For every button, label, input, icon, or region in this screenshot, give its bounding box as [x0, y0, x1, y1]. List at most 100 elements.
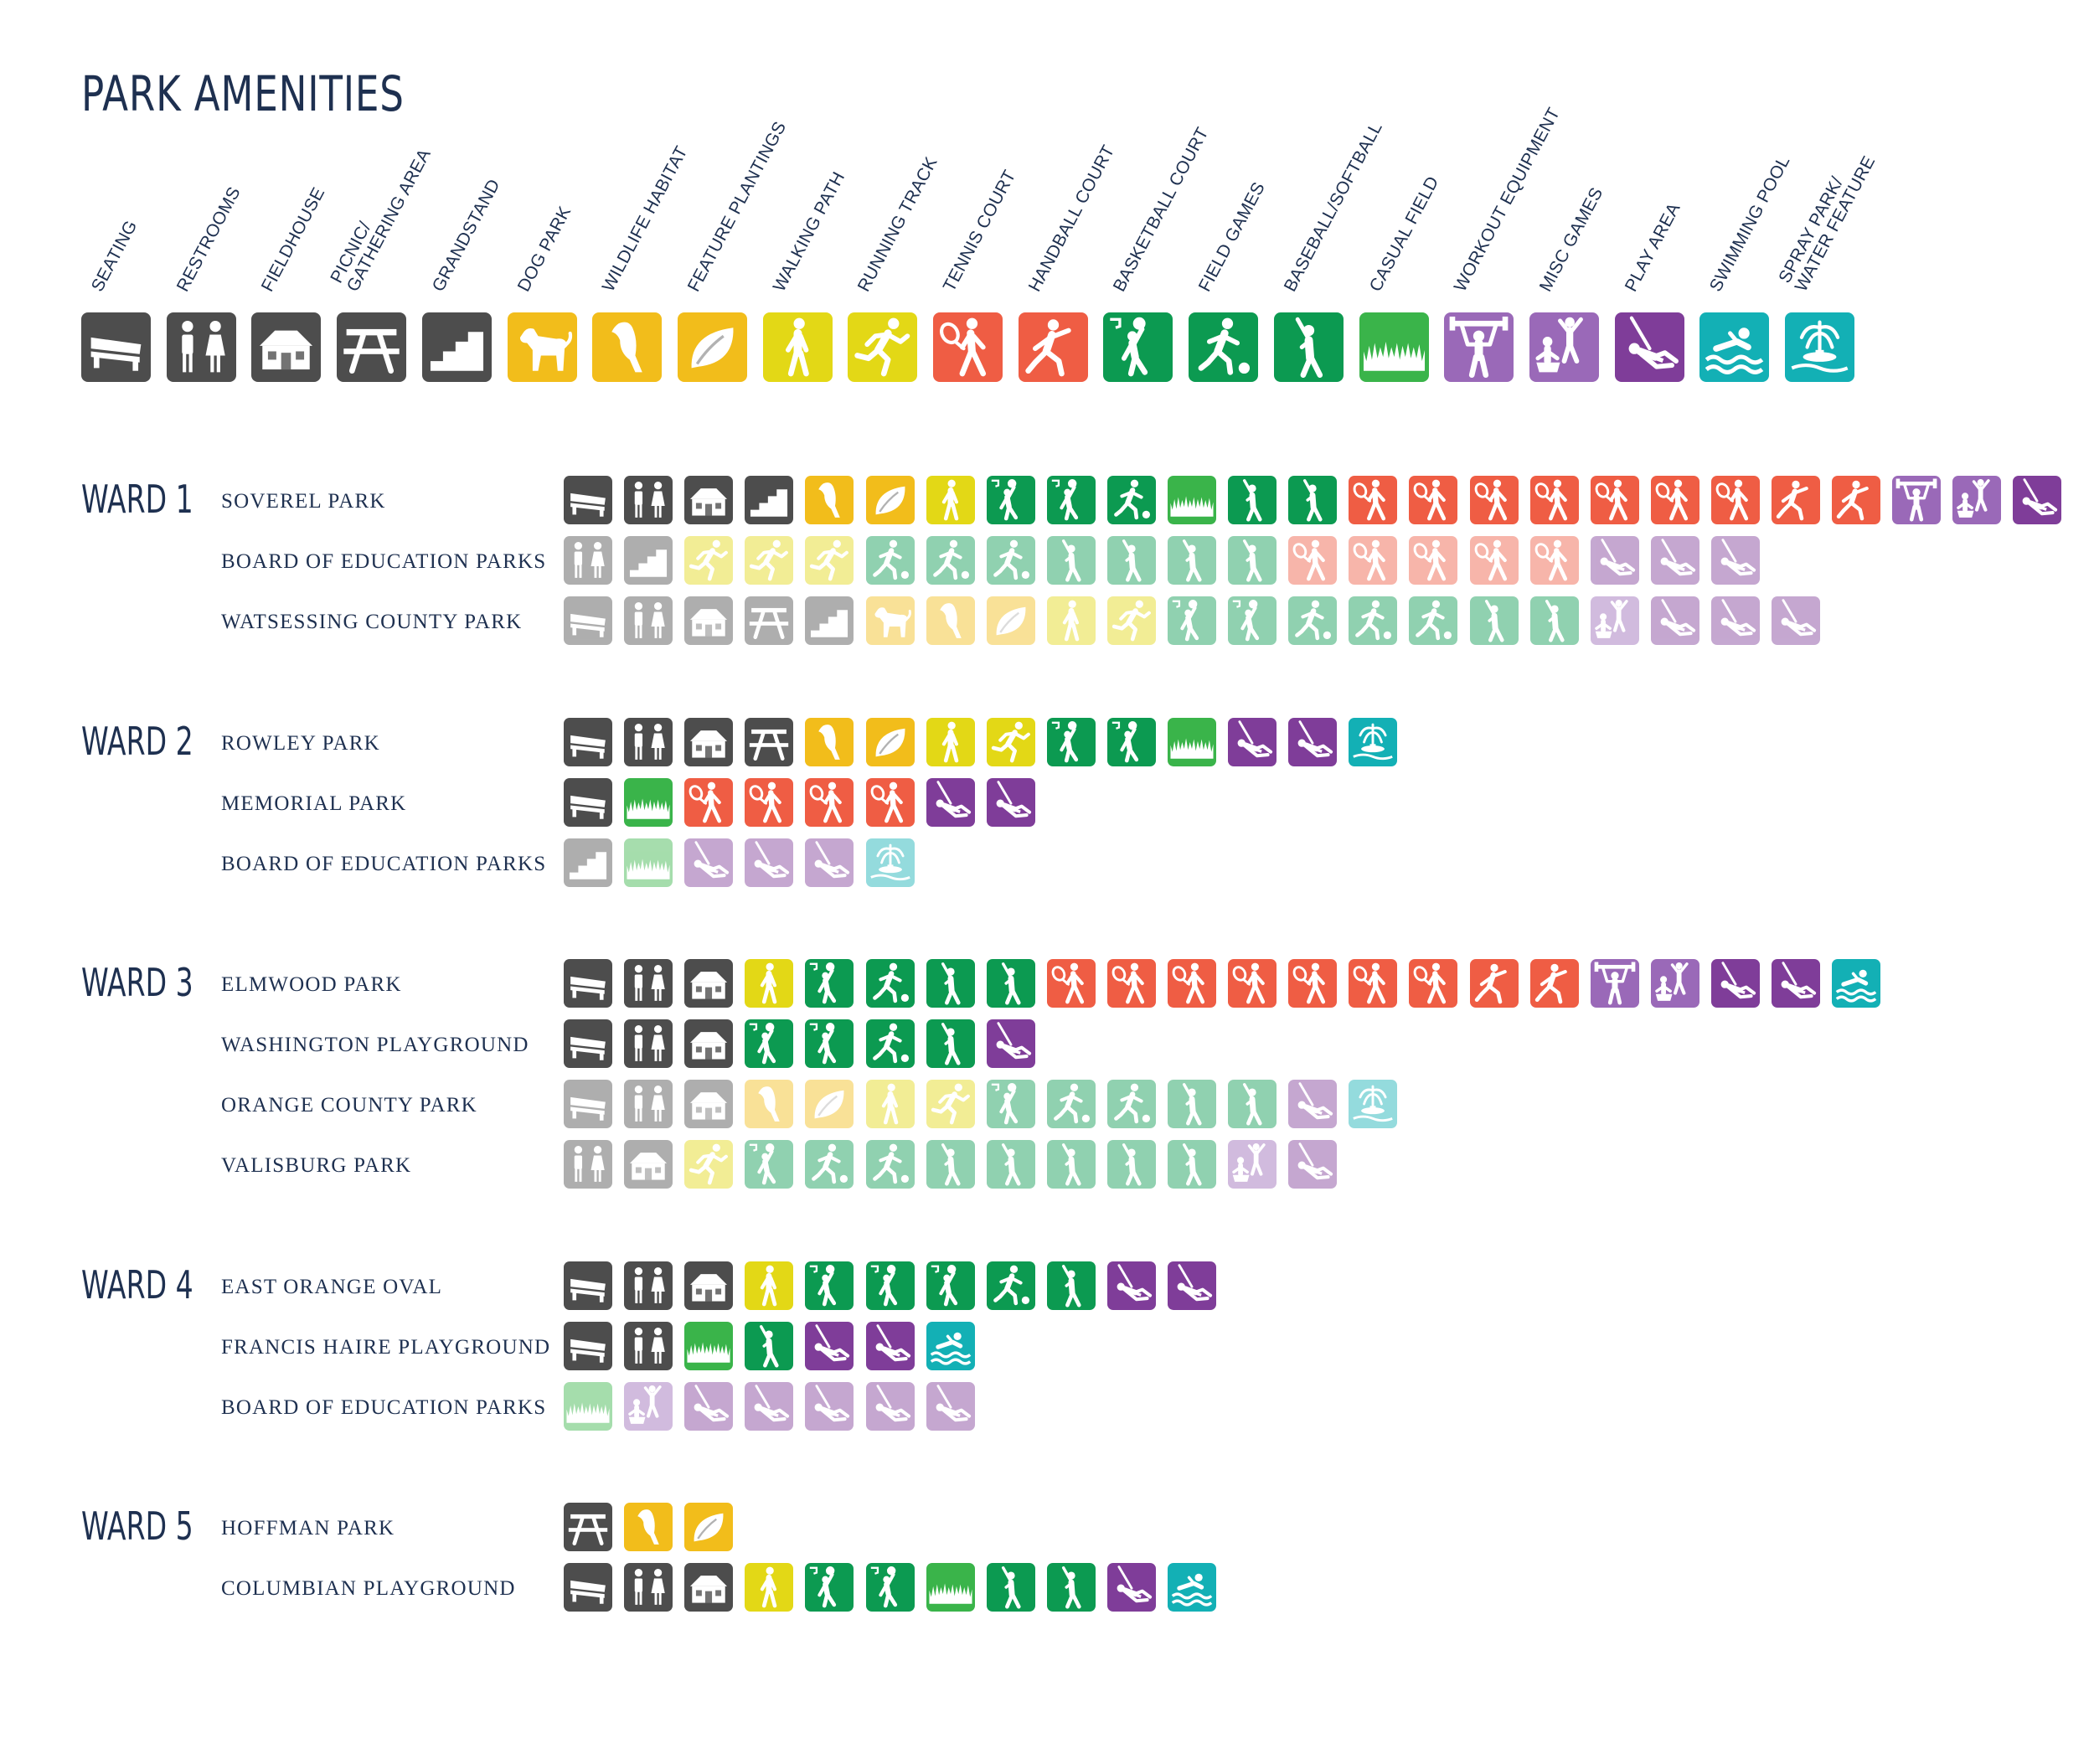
restroom-icon [564, 1140, 612, 1189]
amenity-label-baseball: BASEBALL/SOFTBALL [1280, 118, 1386, 295]
park-name: ELMWOOD PARK [221, 973, 402, 996]
basketball-icon [1047, 476, 1096, 524]
batter-icon [1530, 596, 1579, 645]
batter-icon [1107, 536, 1156, 585]
swing-icon [866, 1382, 915, 1431]
swimmer-icon [1832, 959, 1880, 1008]
basketball-icon [805, 1261, 854, 1310]
ward-label: WARD 5 [81, 1504, 193, 1549]
fountain-icon [1349, 1080, 1397, 1128]
swing-icon [745, 1382, 793, 1431]
tennis-icon [805, 778, 854, 827]
runner-icon [848, 312, 917, 382]
leaf-icon [678, 312, 747, 382]
bench-icon [564, 778, 612, 827]
walker-icon [745, 959, 793, 1008]
swing-icon [1288, 1140, 1337, 1189]
amenity-label-fieldhouse: FIELDHOUSE [257, 184, 329, 295]
batter-icon [987, 959, 1035, 1008]
grass-icon [1168, 476, 1216, 524]
tennis-icon [866, 778, 915, 827]
restroom-icon [624, 1322, 673, 1370]
soccer-icon [866, 536, 915, 585]
fieldhouse-icon [624, 1140, 673, 1189]
bench-icon [564, 476, 612, 524]
swing-icon [1711, 596, 1760, 645]
swing-icon [1711, 959, 1760, 1008]
runner-icon [684, 1140, 733, 1189]
misc-games-icon [1591, 596, 1639, 645]
bench-icon [564, 1080, 612, 1128]
soccer-icon [926, 536, 975, 585]
park-name: WATSESSING COUNTY PARK [221, 611, 523, 633]
basketball-icon [1047, 718, 1096, 766]
swing-icon [2013, 476, 2061, 524]
swimmer-icon [1168, 1563, 1216, 1612]
restroom-icon [624, 959, 673, 1008]
bird-icon [592, 312, 662, 382]
basketball-icon [866, 1261, 915, 1310]
amenity-label-dog: DOG PARK [513, 203, 575, 295]
swing-icon [1288, 1080, 1337, 1128]
soccer-icon [1047, 1080, 1096, 1128]
tennis-icon [1530, 476, 1579, 524]
fieldhouse-icon [684, 1563, 733, 1612]
swing-icon [805, 1382, 854, 1431]
tennis-icon [1107, 959, 1156, 1008]
park-name: COLUMBIAN PLAYGROUND [221, 1577, 516, 1600]
misc-games-icon [1952, 476, 2001, 524]
batter-icon [926, 1140, 975, 1189]
basketball-icon [745, 1019, 793, 1068]
leaf-icon [987, 596, 1035, 645]
tennis-icon [1288, 536, 1337, 585]
bench-icon [81, 312, 151, 382]
amenity-label-grandstand: GRANDSTAND [428, 176, 504, 295]
picnic-table-icon [745, 718, 793, 766]
swing-icon [926, 1382, 975, 1431]
basketball-icon [805, 959, 854, 1008]
tennis-icon [1349, 476, 1397, 524]
park-name: BOARD OF EDUCATION PARKS [221, 1396, 547, 1419]
bird-icon [805, 476, 854, 524]
bird-icon [926, 596, 975, 645]
bench-icon [564, 1563, 612, 1612]
misc-games-icon [1228, 1140, 1277, 1189]
batter-icon [1288, 476, 1337, 524]
park-name: VALISBURG PARK [221, 1154, 412, 1177]
basketball-icon [987, 1080, 1035, 1128]
basketball-icon [1107, 718, 1156, 766]
fieldhouse-icon [684, 596, 733, 645]
restroom-icon [624, 476, 673, 524]
ward-label: WARD 4 [81, 1262, 193, 1308]
grandstand-icon [624, 536, 673, 585]
grandstand-icon [805, 596, 854, 645]
weightlifter-icon [1591, 959, 1639, 1008]
batter-icon [1470, 596, 1519, 645]
swing-icon [684, 838, 733, 887]
park-name: HOFFMAN PARK [221, 1517, 395, 1540]
batter-icon [926, 959, 975, 1008]
amenity-label-handball: HANDBALL COURT [1024, 142, 1119, 295]
swing-icon [684, 1382, 733, 1431]
swing-icon [1615, 312, 1684, 382]
tennis-icon [1409, 476, 1457, 524]
amenity-label-restrooms: RESTROOMS [173, 183, 245, 295]
walker-icon [745, 1563, 793, 1612]
fieldhouse-icon [684, 1080, 733, 1128]
tennis-icon [1047, 959, 1096, 1008]
swing-icon [805, 1322, 854, 1370]
ward-label: WARD 1 [81, 477, 193, 522]
page-title: PARK AMENITIES [81, 65, 405, 122]
swing-icon [1711, 536, 1760, 585]
misc-games-icon [1529, 312, 1599, 382]
tennis-icon [1651, 476, 1699, 524]
basketball-icon [1103, 312, 1173, 382]
soccer-icon [1288, 596, 1337, 645]
soccer-icon [866, 1019, 915, 1068]
restroom-icon [624, 596, 673, 645]
walker-icon [926, 476, 975, 524]
fountain-icon [866, 838, 915, 887]
basketball-icon [805, 1019, 854, 1068]
park-name: WASHINGTON PLAYGROUND [221, 1034, 529, 1056]
swing-icon [866, 1322, 915, 1370]
